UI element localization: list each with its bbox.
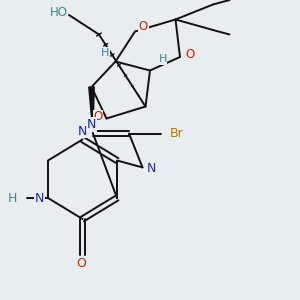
Text: H: H <box>158 54 167 64</box>
Polygon shape <box>89 87 94 134</box>
Text: O: O <box>76 257 86 270</box>
Text: N: N <box>87 118 96 131</box>
Text: N: N <box>78 124 87 138</box>
Text: H: H <box>7 191 17 205</box>
Text: O: O <box>94 110 103 124</box>
Text: H: H <box>101 47 109 58</box>
Text: N: N <box>35 191 44 205</box>
Text: HO: HO <box>50 5 68 19</box>
Text: Br: Br <box>170 127 184 140</box>
Text: O: O <box>185 48 194 61</box>
Text: O: O <box>139 20 148 33</box>
Text: N: N <box>147 162 156 176</box>
